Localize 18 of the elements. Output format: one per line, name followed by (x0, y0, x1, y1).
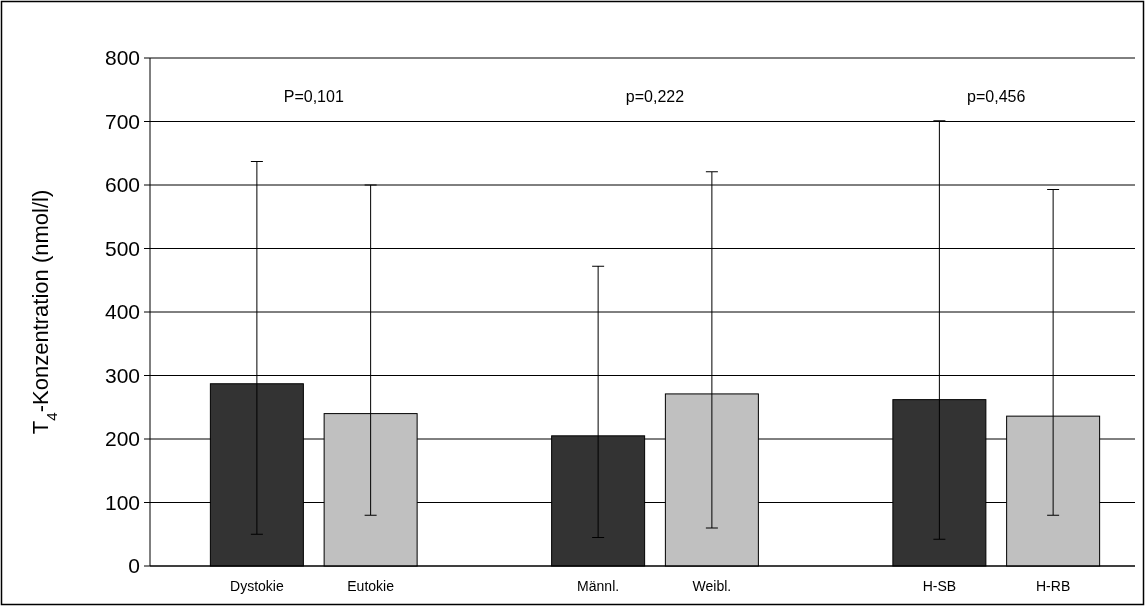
y-tick-label: 700 (104, 109, 140, 133)
x-tick-label: H-SB (922, 578, 957, 594)
annotation: P=0,101 (283, 87, 344, 105)
x-tick-label: Eutokie (347, 578, 395, 594)
y-tick-label: 500 (104, 236, 140, 260)
y-tick-label: 800 (104, 46, 140, 70)
annotation: p=0,456 (967, 87, 1026, 105)
y-tick-label: 200 (104, 427, 140, 451)
x-tick-label: H-RB (1036, 578, 1071, 594)
annotation: p=0,222 (625, 87, 685, 105)
y-tick-label: 400 (104, 300, 140, 324)
y-tick-label: 600 (104, 173, 140, 197)
y-tick-label: 100 (104, 490, 140, 514)
y-tick-label: 300 (104, 363, 140, 387)
x-tick-label: Dystokie (230, 578, 284, 594)
x-tick-label: Weibl. (692, 578, 732, 594)
y-tick-label: 0 (128, 554, 140, 578)
x-tick-label: Männl. (577, 578, 620, 594)
